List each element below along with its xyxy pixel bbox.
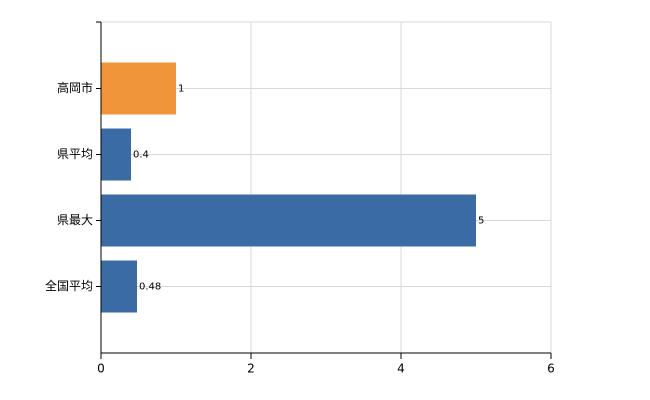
y-tick-label: 県平均 xyxy=(57,147,93,161)
y-tick-label: 県最大 xyxy=(57,213,93,227)
y-tick-label: 全国平均 xyxy=(45,278,93,293)
value-label: 0.4 xyxy=(133,150,149,161)
value-label: 1 xyxy=(178,84,184,95)
bar xyxy=(101,260,137,313)
x-tick-label: 4 xyxy=(397,362,405,376)
bar xyxy=(101,62,176,115)
x-tick-label: 6 xyxy=(547,362,555,376)
value-label: 5 xyxy=(478,216,484,227)
value-label: 0.48 xyxy=(139,282,161,293)
y-tick-label: 高岡市 xyxy=(57,80,93,95)
x-tick-label: 2 xyxy=(247,362,255,376)
bar xyxy=(101,194,476,247)
x-tick-label: 0 xyxy=(97,362,105,376)
bar xyxy=(101,128,131,181)
